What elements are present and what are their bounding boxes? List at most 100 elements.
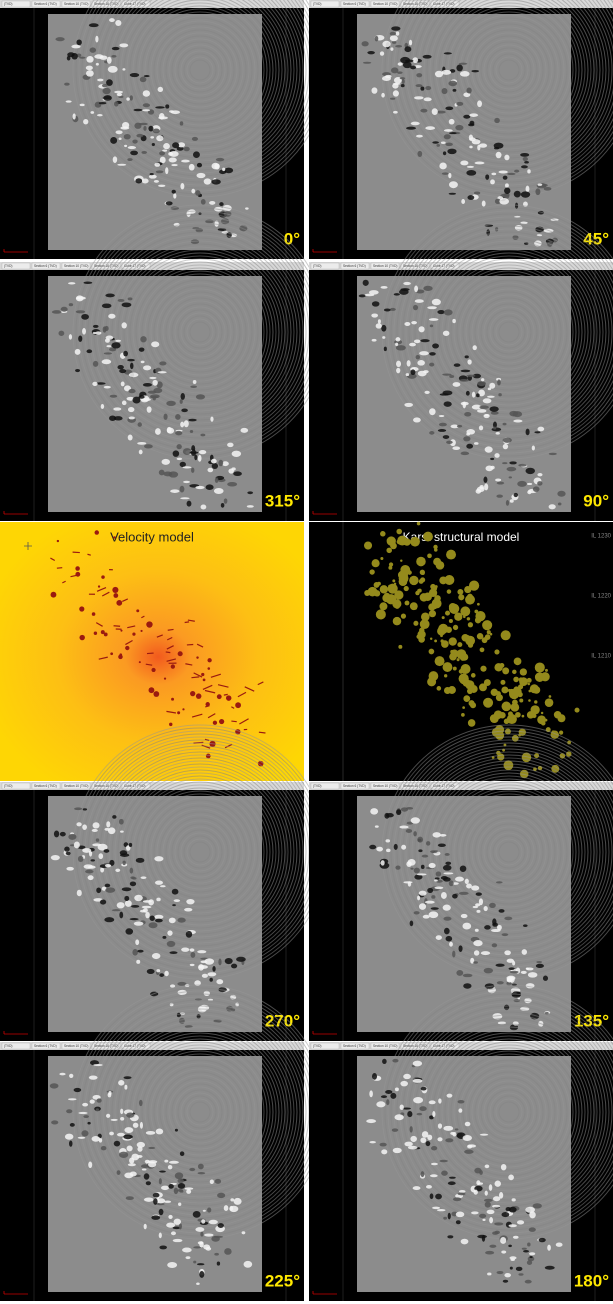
- seismic-blob: [92, 382, 97, 386]
- seismic-blob: [169, 918, 176, 924]
- seismic-blob: [363, 280, 369, 286]
- seismic-blob: [421, 865, 425, 869]
- seismic-blob: [484, 906, 488, 911]
- karst-body: [538, 718, 541, 721]
- karst-body: [475, 617, 481, 623]
- karst-body: [364, 542, 372, 550]
- seismic-blob: [521, 191, 530, 197]
- seismic-blob: [452, 446, 460, 450]
- seismic-blob: [93, 1064, 103, 1066]
- seismic-blob: [214, 488, 224, 494]
- seismic-blob: [164, 1160, 168, 1163]
- seismic-blob: [430, 325, 433, 328]
- seismic-blob: [410, 921, 414, 927]
- seismic-blob: [455, 1128, 459, 1130]
- seismic-blob: [513, 420, 522, 423]
- seismic-blob: [444, 401, 452, 406]
- karst-spot: [217, 694, 222, 699]
- seismic-blob: [175, 431, 182, 435]
- seismic-blob: [525, 1280, 532, 1284]
- seismic-blob: [97, 79, 103, 82]
- seismic-blob: [527, 483, 532, 485]
- seismic-blob: [480, 1134, 488, 1136]
- seismic-blob: [204, 178, 211, 184]
- seismic-blob: [137, 442, 146, 445]
- seismic-blob: [104, 352, 112, 354]
- seismic-blob: [429, 352, 436, 355]
- seismic-blob: [109, 18, 115, 22]
- seismic-blob: [456, 102, 463, 106]
- seismic-blob: [88, 866, 96, 869]
- seismic-blob: [432, 1111, 435, 1117]
- seismic-blob: [390, 98, 395, 100]
- seismic-blob: [150, 915, 155, 921]
- seismic-blob: [147, 406, 152, 412]
- seismic-blob: [363, 62, 371, 64]
- seismic-blob: [130, 73, 139, 77]
- seismic-blob: [96, 63, 99, 66]
- seismic-blob: [439, 415, 445, 417]
- seismic-blob: [475, 929, 479, 932]
- seismic-blob: [466, 444, 473, 449]
- seismic-blob: [460, 379, 469, 382]
- seismic-blob: [218, 1223, 224, 1228]
- seismic-blob: [405, 59, 413, 62]
- seismic-blob: [523, 1250, 529, 1253]
- seismic-blob: [533, 1203, 542, 1208]
- seismic-blob: [96, 838, 99, 841]
- seismic-blob: [166, 1222, 175, 1227]
- seismic-blob: [131, 905, 139, 908]
- seismic-blob: [207, 468, 213, 473]
- seismic-blob: [481, 378, 484, 381]
- seismic-blob: [156, 1129, 163, 1135]
- seismic-blob: [169, 158, 177, 163]
- seismic-blob: [391, 26, 400, 30]
- seismic-blob: [50, 1083, 59, 1088]
- seismic-blob: [128, 389, 135, 393]
- seismic-blob: [529, 1227, 536, 1231]
- seismic-blob: [106, 345, 111, 347]
- seismic-blob: [477, 487, 485, 492]
- seismic-blob: [501, 1250, 506, 1253]
- seismic-blob: [108, 66, 118, 73]
- karst-spot: [101, 630, 105, 634]
- seismic-blob: [518, 464, 526, 467]
- seismic-blob: [109, 1132, 114, 1136]
- seismic-blob: [134, 123, 141, 129]
- seismic-blob: [217, 1193, 225, 1198]
- seismic-blob: [145, 912, 150, 918]
- seismic-blob: [516, 992, 520, 994]
- seismic-blob: [233, 471, 242, 476]
- seismic-blob: [413, 1186, 421, 1190]
- karst-body: [468, 622, 473, 627]
- seismic-blob: [481, 951, 490, 955]
- seismic-blob: [105, 887, 115, 892]
- karst-body: [535, 662, 545, 672]
- seismic-blob: [490, 179, 495, 184]
- seismic-blob: [115, 869, 120, 872]
- seismic-blob: [503, 438, 512, 443]
- seismic-blob: [178, 1203, 181, 1206]
- seismic-blob: [466, 170, 476, 176]
- seismic-blob: [494, 1222, 503, 1225]
- seismic-blob: [460, 865, 466, 872]
- seismic-blob: [110, 395, 117, 398]
- seismic-blob: [403, 282, 411, 285]
- seismic-blob: [449, 375, 454, 378]
- seismic-blob: [232, 451, 241, 457]
- seismic-blob: [385, 1090, 392, 1094]
- seismic-blob: [90, 1099, 95, 1103]
- karst-spot: [94, 632, 97, 635]
- seismic-blob: [482, 200, 486, 206]
- seismic-blob: [427, 1135, 432, 1141]
- seismic-blob: [407, 360, 411, 366]
- seismic-blob: [452, 319, 456, 323]
- seismic-blob: [174, 899, 180, 902]
- seismic-blob: [396, 361, 401, 367]
- seismic-blob: [182, 466, 191, 468]
- seismic-blob: [76, 822, 81, 826]
- seismic-blob: [149, 377, 156, 379]
- karst-spot: [207, 658, 211, 662]
- seismic-blob: [436, 144, 440, 147]
- seismic-blob: [180, 121, 184, 125]
